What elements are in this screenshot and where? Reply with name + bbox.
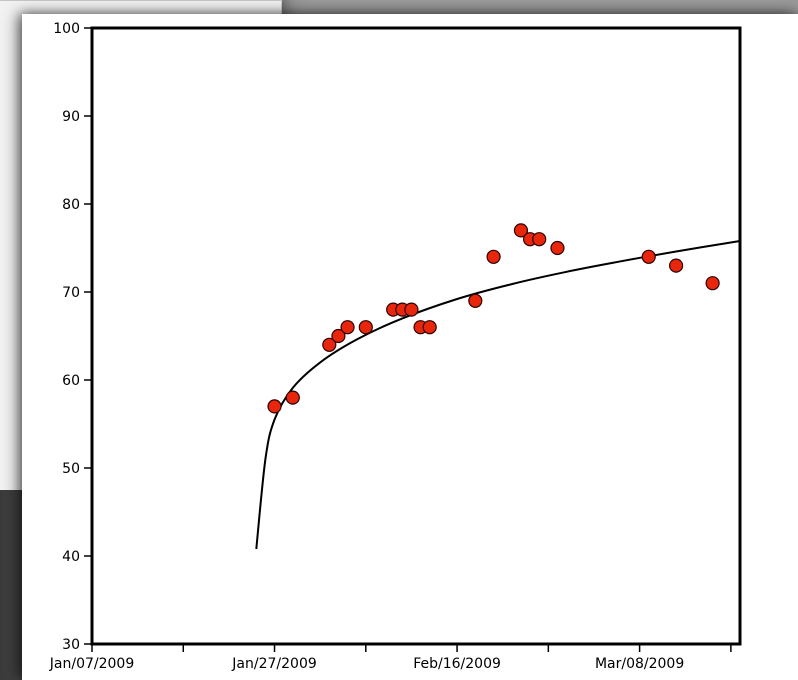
y-tick-label: 60	[62, 373, 80, 389]
data-point	[705, 276, 720, 291]
x-tick-label: Feb/16/2009	[413, 656, 501, 672]
data-point	[404, 302, 419, 317]
x-tick-label: Jan/07/2009	[49, 656, 134, 672]
y-tick-label: 90	[62, 109, 80, 125]
data-point	[422, 320, 437, 335]
data-point	[513, 223, 529, 238]
x-axis-ticks: Jan/07/2009 Jan/27/2009 Feb/16/2009 Mar/08/…	[49, 644, 732, 672]
y-tick-label: 30	[62, 637, 80, 653]
plot-frame	[90, 26, 742, 646]
y-tick-label: 80	[62, 197, 80, 213]
chart-window	[22, 14, 798, 680]
data-point	[669, 258, 684, 273]
x-tick-label: Jan/27/2009	[231, 656, 316, 672]
data-point	[486, 249, 501, 264]
data-point	[322, 337, 337, 352]
trend-line	[255, 240, 741, 550]
x-tick-label: Mar/08/2009	[595, 656, 684, 672]
y-tick-label: 50	[62, 461, 80, 477]
data-point	[331, 328, 346, 344]
y-axis-ticks: 30 40 50 60 70 80 90 100	[53, 21, 92, 653]
y-tick-label: 70	[62, 285, 80, 301]
data-point	[550, 240, 565, 256]
y-tick-label: 100	[53, 21, 80, 37]
data-point	[358, 320, 373, 335]
data-point	[340, 320, 355, 335]
data-point	[267, 399, 282, 414]
data-point	[285, 390, 300, 405]
y-tick-label: 40	[62, 549, 80, 565]
data-point	[468, 293, 483, 308]
background-window-titlebar[interactable]	[0, 0, 281, 1]
data-points	[267, 223, 720, 414]
data-point	[641, 249, 656, 264]
data-point	[532, 232, 547, 247]
